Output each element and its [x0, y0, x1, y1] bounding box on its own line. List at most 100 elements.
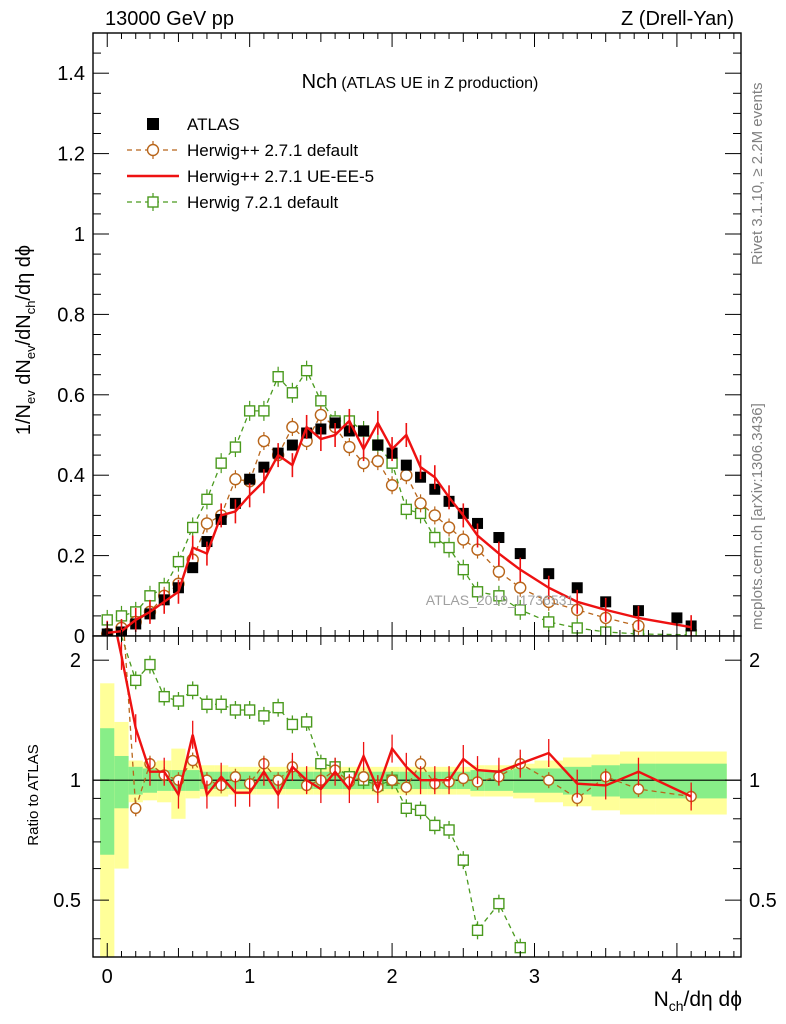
herwig7-point	[457, 563, 469, 576]
herwigpp-default-point	[400, 469, 413, 482]
atlas-point	[258, 461, 270, 473]
green-band-segment	[100, 728, 115, 855]
herwigpp-default-point	[414, 497, 427, 510]
legend-label: ATLAS	[187, 115, 240, 134]
ratio-data-layer	[116, 635, 697, 957]
herwig7-ratio-point	[315, 757, 327, 770]
ratio-y-tick-label: 1	[70, 770, 81, 792]
herwig7-ratio-point	[272, 701, 284, 714]
herwigpp-default-point	[457, 533, 470, 546]
atlas-point	[201, 536, 213, 548]
ratio-axes: 0 1 2 3 4 0.5 0.5 1 1 2 2	[53, 635, 777, 988]
x-tick-label: 2	[387, 966, 398, 988]
atlas-point	[187, 562, 199, 574]
y-tick-label: 0	[74, 626, 85, 648]
atlas-point	[671, 612, 683, 624]
herwigpp-default-point	[385, 479, 399, 492]
herwigpp-default-ratio-point	[130, 802, 142, 814]
green-band-segment	[114, 755, 129, 809]
herwig7-point	[215, 457, 227, 469]
herwig7-point	[144, 590, 156, 602]
herwigpp-default-point	[314, 408, 328, 422]
herwig7-ratio-point	[429, 819, 441, 832]
ratio-y-tick-label: 0.5	[53, 890, 81, 912]
atlas-point	[493, 532, 505, 544]
x-tick-label: 0	[102, 966, 113, 988]
header-left: 13000 GeV pp	[105, 8, 234, 30]
main-plot-area	[93, 33, 741, 636]
herwig7-ratio-point	[201, 698, 213, 711]
herwigpp-default-point	[257, 434, 271, 448]
herwig7-point	[258, 405, 270, 417]
atlas-point	[372, 439, 384, 451]
herwigpp-default-point	[428, 509, 442, 522]
herwigpp-default-ratio-point	[543, 774, 555, 786]
atlas-point	[329, 417, 341, 429]
herwig7-ratio-point	[286, 718, 299, 731]
y-tick-label: 0.8	[57, 304, 85, 326]
herwig7-ratio-point	[471, 924, 484, 937]
mcplots-label: mcplots.cern.ch [arXiv:1306.3436]	[749, 403, 766, 630]
main-ylabel: 1/Nev dNev/dNch/dη dϕ	[13, 245, 38, 435]
atlas-point	[400, 459, 412, 471]
herwigpp-default-ratio-point	[186, 754, 199, 767]
herwig7-ratio-point	[443, 824, 455, 836]
y-tick-label: 0.4	[57, 465, 85, 487]
ratio-ylabel: Ratio to ATLAS	[25, 744, 42, 845]
ratio-y-tick-label-right: 0.5	[749, 890, 777, 912]
y-tick-label: 0.6	[57, 385, 85, 407]
herwig7-point	[514, 604, 526, 616]
herwig7-point	[243, 405, 256, 417]
herwigpp-ueee5-line	[107, 418, 692, 634]
main-panel: 0 0.2 0.4 0.6 0.8 1 1.2 1.4 Nch (ATLAS UE in Z p…	[57, 32, 742, 648]
herwigpp-default-point	[200, 517, 214, 530]
herwig7-point	[315, 395, 327, 407]
atlas-point	[472, 517, 484, 529]
herwigpp-ueee5-ratio-offscale	[116, 635, 123, 657]
panel-frame	[92, 635, 742, 958]
x-tick-label: 1	[244, 966, 255, 988]
atlas-point	[286, 439, 298, 451]
herwigpp-default-ratio-point	[400, 781, 413, 793]
herwig7-ratio-point	[158, 690, 170, 703]
legend-herwigpp-default-marker	[146, 143, 160, 157]
herwig7-point	[272, 371, 284, 383]
xlabel: Nch/dη dϕ	[654, 988, 742, 1014]
herwig7-point	[229, 441, 242, 453]
herwig7-ratio-point	[414, 804, 427, 817]
herwig7-ratio-point	[144, 658, 156, 671]
herwigpp-default-point	[343, 440, 356, 454]
herwig7-point	[172, 555, 185, 568]
main-axes: 0 0.2 0.4 0.6 0.8 1 1.2 1.4	[57, 32, 742, 648]
legend-label: Herwig++ 2.7.1 UE-EE-5	[187, 167, 374, 186]
ratio-y-tick-label-right: 1	[749, 770, 760, 792]
herwig7-point	[471, 586, 484, 598]
legend-atlas-marker	[147, 118, 159, 130]
legend-herwig7-marker	[147, 196, 159, 208]
herwig7-ratio-point	[130, 674, 142, 687]
herwigpp-default-ratio-point	[457, 772, 469, 785]
herwig7-point	[300, 364, 313, 377]
atlas-point	[543, 568, 555, 580]
herwig7-point	[493, 590, 505, 602]
herwigpp-default-point	[514, 581, 527, 594]
herwig7-point	[286, 387, 299, 399]
atlas-point	[571, 582, 583, 594]
herwigpp-default-point	[442, 521, 456, 534]
ratio-y-tick-label-right: 2	[749, 650, 760, 672]
y-tick-label: 1.4	[57, 63, 85, 85]
atlas-point	[358, 425, 370, 437]
herwig7-ratio-point	[186, 684, 199, 697]
herwig7-ratio-point	[400, 802, 413, 814]
x-tick-label: 4	[671, 966, 682, 988]
legend-label: Herwig++ 2.7.1 default	[187, 141, 358, 160]
herwigpp-default-point	[286, 420, 299, 434]
rivet-label: Rivet 3.1.10, ≥ 2.2M events	[749, 83, 766, 266]
herwigpp-default-ratio-offscale	[123, 635, 137, 809]
x-tick-label: 3	[529, 966, 540, 988]
herwig7-ratio-point	[229, 704, 242, 716]
atlas-point	[514, 548, 526, 560]
herwig7-ratio-point	[243, 704, 256, 716]
herwig7-point	[543, 616, 555, 628]
